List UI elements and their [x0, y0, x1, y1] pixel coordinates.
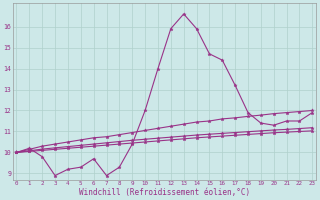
- X-axis label: Windchill (Refroidissement éolien,°C): Windchill (Refroidissement éolien,°C): [79, 188, 250, 197]
